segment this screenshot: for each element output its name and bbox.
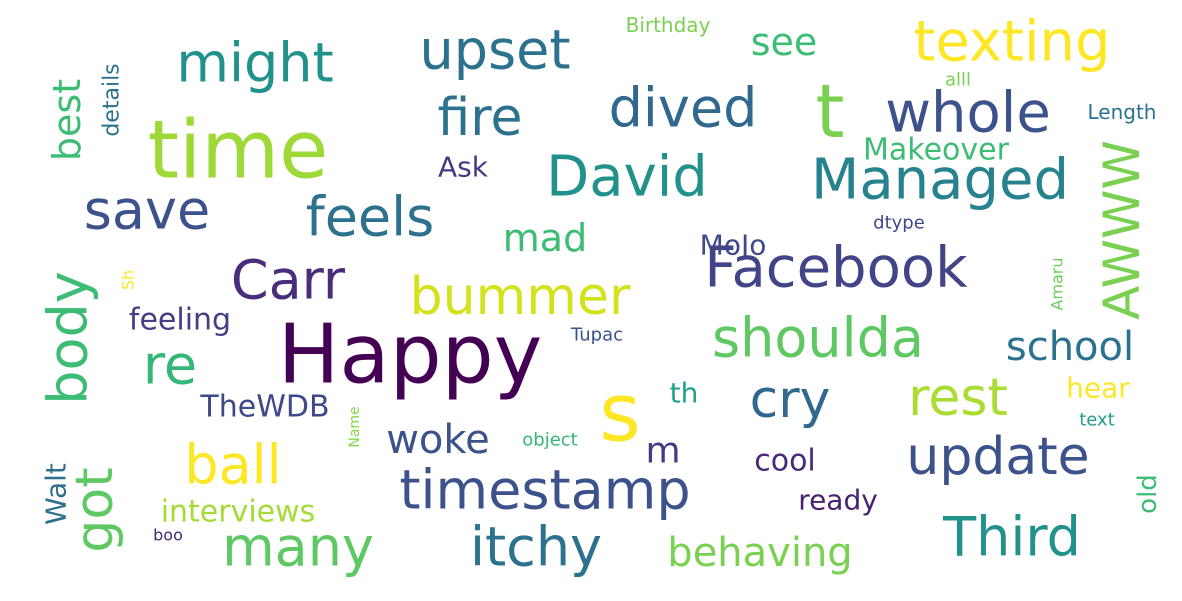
word-david: David — [546, 145, 708, 210]
word-makeover: Makeover — [863, 133, 1010, 168]
word-hear: hear — [1066, 372, 1130, 405]
word-tupac: Tupac — [570, 325, 623, 346]
word-s: s — [599, 367, 641, 460]
word-body: body — [37, 271, 100, 405]
word-dived: dived — [609, 77, 758, 140]
word-timestamp: timestamp — [399, 459, 690, 522]
word-ready: ready — [798, 484, 878, 517]
word-alll: alll — [945, 70, 971, 91]
word-mad: mad — [503, 216, 587, 260]
word-shoulda: shoulda — [712, 307, 924, 370]
word-m: m — [645, 431, 680, 472]
word-carr: Carr — [231, 249, 346, 312]
word-awww: AWWW — [1093, 140, 1151, 320]
word-t: t — [815, 69, 844, 155]
word-text: text — [1079, 410, 1115, 431]
word-details: details — [100, 63, 125, 136]
word-woke: woke — [386, 417, 490, 463]
word-ball: ball — [184, 434, 281, 497]
word-feels: feels — [306, 186, 435, 249]
word-update: update — [906, 427, 1089, 487]
word-rest: rest — [908, 368, 1008, 428]
word-cry: cry — [750, 370, 831, 430]
word-boo: boo — [153, 526, 183, 545]
word-whole: whole — [885, 81, 1051, 146]
word-save: save — [84, 179, 210, 242]
word-interviews: interviews — [161, 495, 316, 530]
word-facebook: Facebook — [704, 236, 968, 301]
word-managed: Managed — [811, 148, 1069, 213]
word-dtype: dtype — [873, 213, 925, 234]
word-re: re — [143, 334, 197, 397]
word-might: might — [176, 32, 333, 95]
word-many: many — [222, 516, 374, 579]
word-length: Length — [1088, 100, 1157, 124]
word-got: got — [65, 467, 125, 552]
word-thewdb: TheWDB — [199, 390, 329, 425]
word-itchy: itchy — [470, 516, 602, 579]
word-school: school — [1006, 324, 1134, 370]
word-texting: texting — [913, 10, 1110, 75]
word-ask: Ask — [438, 151, 489, 184]
word-walt: Walt — [40, 463, 73, 525]
word-old: old — [1133, 474, 1163, 514]
word-upset: upset — [419, 19, 570, 82]
word-cool: cool — [754, 444, 816, 479]
word-birthday: Birthday — [626, 13, 711, 37]
word-feeling: feeling — [129, 303, 231, 338]
word-see: see — [751, 20, 818, 64]
word-sh: Sh — [119, 270, 138, 290]
word-fire: fire — [438, 88, 523, 148]
word-mojo: MoJo — [700, 229, 767, 262]
word-bummer: bummer — [410, 267, 631, 327]
word-name: Name — [347, 406, 363, 447]
word-amaru: Amaru — [1048, 257, 1067, 310]
word-third: Third — [942, 506, 1081, 569]
word-behaving: behaving — [667, 530, 852, 576]
word-object: object — [522, 430, 577, 451]
word-happy: Happy — [278, 308, 543, 403]
word-best: best — [45, 79, 89, 161]
word-th: th — [670, 377, 699, 410]
word-time: time — [148, 104, 329, 197]
